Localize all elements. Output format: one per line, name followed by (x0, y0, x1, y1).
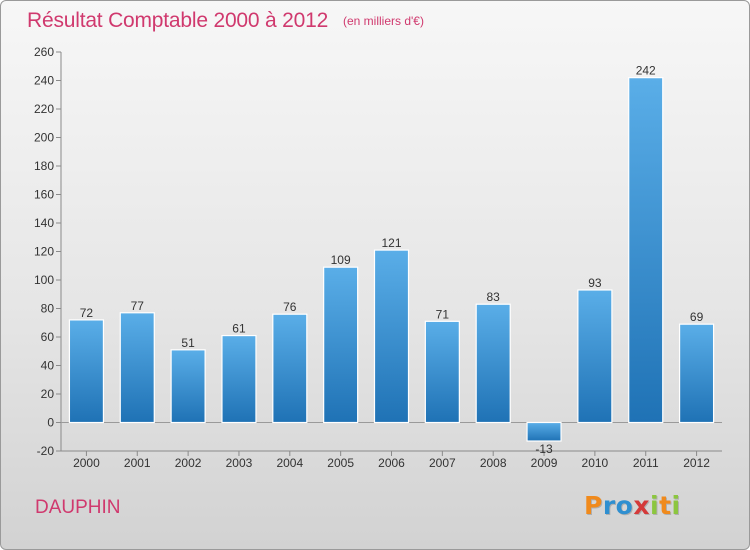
data-label: 93 (588, 276, 602, 290)
bar (170, 349, 206, 424)
data-label: 72 (80, 306, 94, 320)
data-label: 71 (436, 307, 450, 321)
chart-subtitle: (en milliers d'€) (343, 14, 424, 28)
value-labels: 72 77 51 61 76 109 121 71 83 -13 93 242 69 (80, 64, 704, 456)
data-label: 109 (331, 253, 351, 267)
bar (628, 77, 664, 424)
chart-title: Résultat Comptable 2000 à 2012 (27, 9, 329, 32)
y-tick-label: 160 (34, 188, 54, 202)
data-label: 61 (232, 322, 246, 336)
y-tick-label: 220 (34, 102, 54, 116)
data-label: 51 (181, 336, 195, 350)
x-tick-label: 2004 (276, 456, 303, 470)
bar (272, 313, 308, 424)
data-label: 76 (283, 300, 297, 314)
x-tick-label: 2008 (480, 456, 507, 470)
proxiti-logo: Proxiti (584, 491, 681, 520)
data-label: 242 (636, 64, 656, 78)
y-tick-label: -20 (37, 444, 55, 458)
x-tick-label: 2011 (633, 456, 659, 470)
bar (119, 312, 155, 424)
bar (577, 289, 613, 424)
data-label: 77 (131, 299, 145, 313)
data-label: 83 (487, 290, 501, 304)
logo-letter: x (633, 491, 650, 520)
x-tick-label: 2001 (124, 456, 151, 470)
y-tick-label: 60 (41, 330, 55, 344)
place-name: DAUPHIN (35, 497, 121, 518)
y-tick-label: 260 (34, 45, 54, 59)
y-tick-label: 200 (34, 131, 54, 145)
data-label: 69 (690, 310, 704, 324)
y-tick-label: 120 (34, 245, 54, 259)
bar (526, 421, 562, 442)
bar (678, 323, 715, 424)
logo-letter: i (671, 491, 681, 520)
bars (68, 77, 715, 442)
data-label: 121 (381, 236, 401, 250)
y-tick-label: 140 (34, 216, 54, 230)
logo-letter: P (584, 491, 603, 520)
logo-letter: r (602, 491, 616, 520)
y-tick-label: 240 (34, 74, 54, 88)
x-tick-label: 2003 (226, 456, 253, 470)
bar (221, 334, 257, 424)
x-tick-label: 2006 (378, 456, 405, 470)
logo-letter: t (659, 491, 672, 520)
bar (323, 266, 359, 424)
y-tick-label: 100 (34, 273, 54, 287)
x-tick-label: 2000 (73, 456, 100, 470)
y-tick-label: 180 (34, 159, 54, 173)
x-tick-label: 2012 (683, 456, 710, 470)
x-tick-label: 2009 (531, 456, 558, 470)
logo-letter: i (650, 491, 660, 520)
x-tick-label: 2007 (429, 456, 456, 470)
y-tick-label: 40 (41, 359, 55, 373)
x-tick-label: 2010 (582, 456, 609, 470)
bar (68, 319, 105, 424)
y-tick-label: 80 (41, 302, 55, 316)
bar (475, 303, 511, 424)
y-tick-label: 20 (41, 387, 55, 401)
x-tick-label: 2005 (327, 456, 354, 470)
logo-letter: o (615, 491, 634, 520)
y-tick-label: 0 (47, 416, 54, 430)
bar (373, 249, 410, 424)
bar (424, 320, 460, 424)
x-tick-label: 2002 (175, 456, 202, 470)
data-label: -13 (535, 442, 553, 456)
